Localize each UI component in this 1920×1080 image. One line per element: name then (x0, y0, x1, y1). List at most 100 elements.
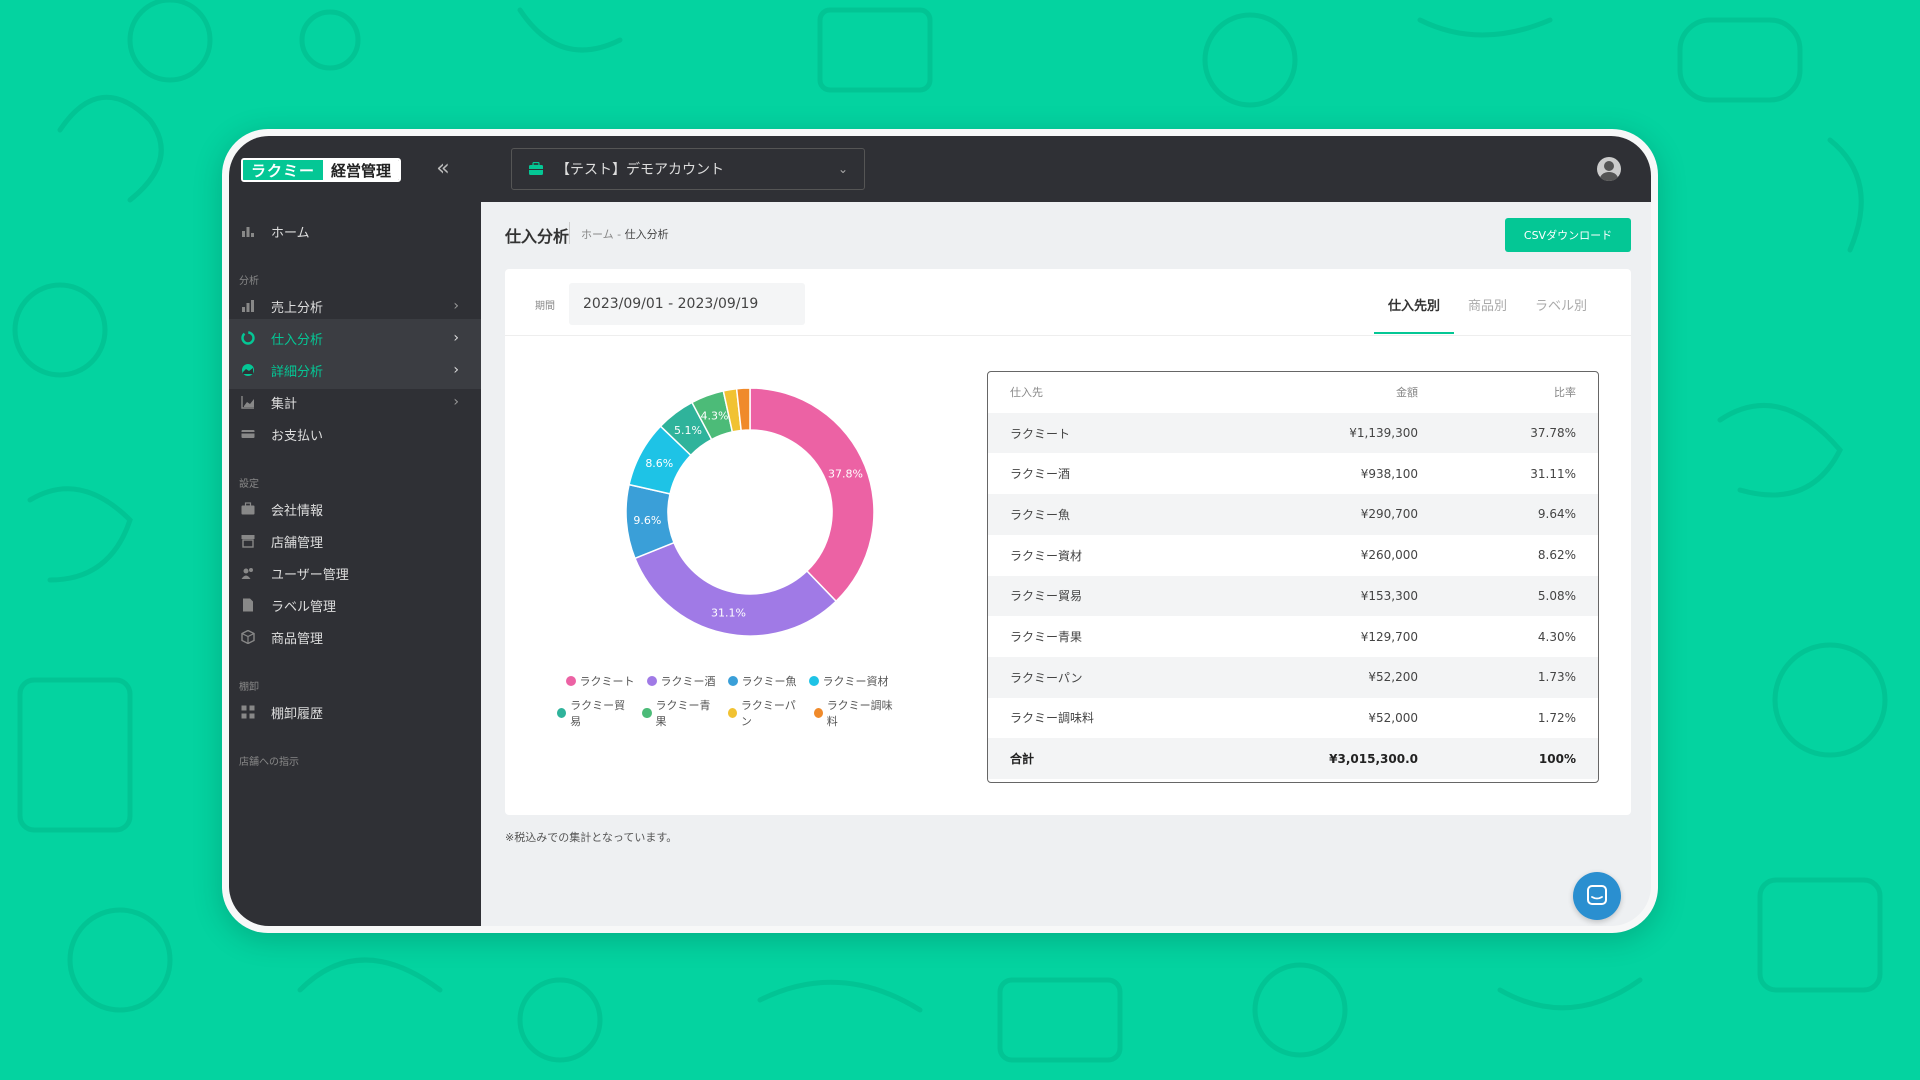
briefcase-icon (529, 162, 543, 175)
table-row: ラクミー調味料 ¥52,000 1.72% (988, 698, 1598, 739)
briefcase-icon (241, 502, 255, 515)
sidebar-item-label: 商品管理 (271, 631, 324, 647)
legend-swatch (813, 708, 823, 718)
breadcrumb-home[interactable]: ホーム (581, 228, 614, 241)
cell-ratio: 4.30% (1537, 629, 1576, 644)
legend-label: ラクミー酒 (660, 675, 716, 688)
donut-slice-2[interactable] (634, 541, 838, 637)
cell-amount: ¥52,200 (1368, 670, 1418, 685)
period-label: 期間 (535, 301, 555, 312)
sidebar-item-aggregate[interactable]: 集計 › (229, 383, 481, 421)
line-chart-icon (241, 396, 254, 409)
legend-swatch (808, 676, 819, 686)
cell-supplier: ラクミー資材 (1010, 548, 1083, 563)
user-avatar-icon[interactable] (1597, 157, 1621, 181)
table-row: ラクミー資材 ¥260,000 8.62% (988, 535, 1598, 576)
sidebar-item-store-management[interactable]: 店舗管理 (229, 522, 481, 560)
donut-data-label: 8.6% (645, 457, 673, 470)
header-supplier: 仕入先 (1010, 386, 1043, 400)
sidebar-item-label: お支払い (271, 428, 324, 444)
top-bar: ラクミー 経営管理 « 【テスト】デモアカウント ⌄ (229, 136, 1651, 202)
csv-download-button[interactable]: CSVダウンロード (1505, 218, 1631, 252)
table-row: ラクミーパン ¥52,200 1.73% (988, 656, 1598, 698)
app-logo[interactable]: ラクミー 経営管理 (241, 158, 402, 182)
legend-swatch (565, 676, 576, 686)
sidebar-item-label: 会社情報 (271, 503, 324, 519)
legend-swatch (727, 708, 737, 718)
supplier-table: 仕入先 金額 比率 ラクミート ¥1,139,300 37.78% ラクミー酒 … (987, 371, 1599, 783)
sidebar-item-user-management[interactable]: ユーザー管理 (229, 554, 481, 592)
sidebar-item-label: ユーザー管理 (271, 567, 349, 583)
legend-label: ラクミー貿易 (570, 699, 626, 728)
legend-item[interactable]: ラクミート (565, 673, 635, 689)
sidebar-item-label: 店舗管理 (271, 535, 324, 551)
sidebar-item-company-info[interactable]: 会社情報 (229, 490, 481, 528)
donut-slice-8[interactable] (735, 387, 751, 432)
area-chart-icon (242, 364, 254, 376)
cell-supplier: ラクミー青果 (1010, 630, 1083, 645)
cell-ratio: 8.62% (1537, 548, 1576, 563)
header-amount: 金額 (1396, 386, 1418, 400)
tab-by-supplier[interactable]: 仕入先別 (1373, 295, 1454, 334)
sidebar-item-label-management[interactable]: ラベル管理 (229, 586, 481, 624)
table-row: ラクミー酒 ¥938,100 31.11% (988, 453, 1598, 494)
chart-legend: ラクミート ラクミー酒 ラクミー魚 ラクミー資材 ラクミー貿易 ラクミー青果 ラクミーパン… (557, 673, 897, 737)
collapse-sidebar-icon[interactable]: « (436, 156, 450, 181)
header-ratio: 比率 (1554, 386, 1576, 400)
cell-supplier: ラクミート (1010, 426, 1071, 441)
legend-item[interactable]: ラクミー魚 (727, 673, 797, 689)
tab-by-label[interactable]: ラベル別 (1534, 299, 1587, 314)
sidebar-item-label: 詳細分析 (271, 364, 324, 380)
sidebar-item-home[interactable]: ホーム (229, 212, 481, 250)
cell-amount: ¥938,100 (1360, 466, 1418, 481)
sidebar-item-product-management[interactable]: 商品管理 (229, 618, 481, 656)
chat-support-button[interactable] (1573, 872, 1621, 920)
chat-icon (1587, 885, 1607, 905)
legend-item[interactable]: ラクミー酒 (646, 673, 716, 689)
period-input[interactable]: 2023/09/01 - 2023/09/19 (569, 283, 805, 325)
tab-by-product[interactable]: 商品別 (1467, 299, 1507, 314)
total-amount: ¥3,015,300.0 (1329, 751, 1418, 766)
title-divider (569, 222, 570, 244)
cell-supplier: ラクミー魚 (1010, 507, 1071, 522)
donut-data-label: 4.3% (701, 409, 729, 422)
legend-swatch (646, 676, 657, 686)
analysis-card: 期間 2023/09/01 - 2023/09/19 仕入先別 商品別 ラベル別… (505, 269, 1631, 815)
legend-item[interactable]: ラクミー青果 (642, 697, 715, 729)
sidebar-item-detail-analysis[interactable]: 詳細分析 › (229, 351, 481, 389)
cell-amount: ¥129,700 (1360, 629, 1418, 644)
cell-supplier: ラクミー酒 (1010, 467, 1071, 482)
legend-label: ラクミー青果 (655, 699, 711, 728)
breadcrumb: ホーム - 仕入分析 (581, 226, 669, 242)
donut-chart-svg: 37.8% 31.1% 9.6% 8.6% 5.1% 4.3% (625, 387, 875, 637)
legend-item[interactable]: ラクミー資材 (808, 673, 889, 689)
donut-slice-1[interactable] (749, 387, 875, 603)
sidebar-item-purchase-analysis[interactable]: 仕入分析 › (229, 319, 481, 357)
cell-amount: ¥52,000 (1368, 710, 1418, 725)
legend-item[interactable]: ラクミーパン (727, 697, 802, 729)
sidebar: ホーム 分析 売上分析 › 仕入分析 › 詳細分析 › 集計 › お支払い 設定 (229, 202, 481, 926)
legend-item[interactable]: ラクミー調味料 (813, 697, 897, 729)
legend-item[interactable]: ラクミー貿易 (557, 697, 630, 729)
sidebar-item-sales-analysis[interactable]: 売上分析 › (229, 287, 481, 325)
users-icon (241, 568, 253, 579)
sidebar-item-inventory-history[interactable]: 棚卸履歴 (229, 693, 481, 731)
section-store-instructions: 店舗への指示 (239, 757, 299, 768)
chevron-right-icon: › (453, 394, 459, 410)
tax-note: ※税込みでの集計となっています。 (505, 831, 678, 844)
sidebar-item-label: ホーム (271, 225, 310, 241)
account-select[interactable]: 【テスト】デモアカウント ⌄ (511, 148, 865, 190)
chevron-right-icon: › (453, 298, 459, 314)
donut-data-label: 5.1% (674, 424, 702, 437)
sidebar-item-payment[interactable]: お支払い (229, 415, 481, 453)
card-divider (505, 335, 1631, 336)
cell-supplier: ラクミー調味料 (1010, 711, 1095, 726)
total-ratio: 100% (1538, 751, 1576, 766)
legend-label: ラクミー調味料 (826, 699, 893, 728)
breadcrumb-current: 仕入分析 (624, 228, 669, 241)
grid-icon (241, 705, 255, 719)
main-content: 仕入分析 ホーム - 仕入分析 CSVダウンロード 期間 2023/09/01 … (481, 202, 1651, 926)
cell-amount: ¥290,700 (1360, 507, 1418, 522)
sidebar-item-label: 棚卸履歴 (271, 706, 324, 722)
